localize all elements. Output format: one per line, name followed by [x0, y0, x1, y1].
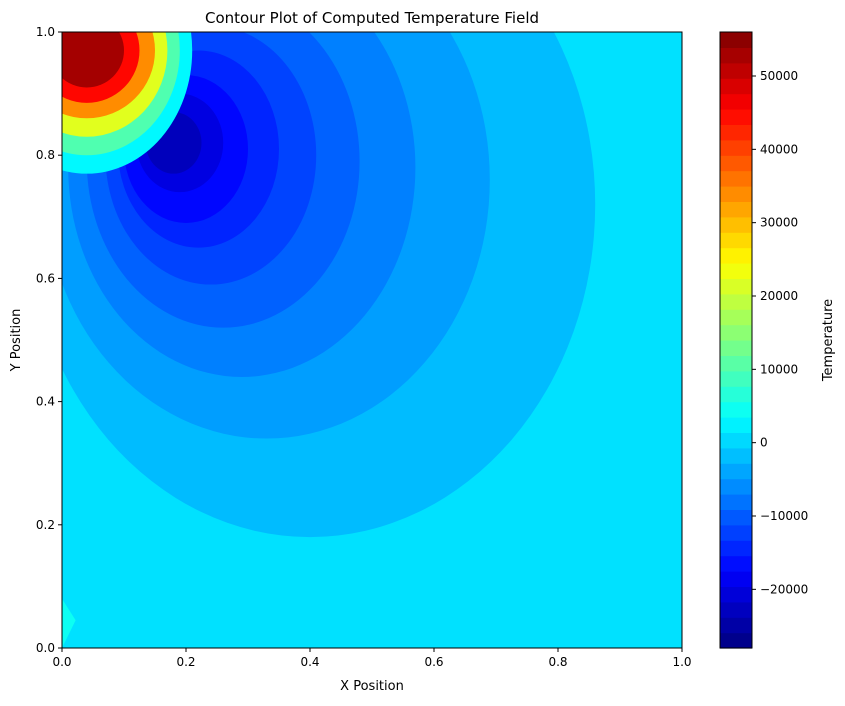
colorbar-tick-label: 10000	[760, 362, 798, 376]
x-tick-label: 0.6	[424, 655, 443, 669]
colorbar-label: Temperature	[821, 299, 836, 382]
colorbar-band	[720, 524, 752, 541]
colorbar-band	[720, 617, 752, 634]
colorbar-band	[720, 370, 752, 387]
x-tick-label: 0.2	[176, 655, 195, 669]
y-tick-label: 0.0	[36, 641, 55, 655]
colorbar-band	[720, 340, 752, 356]
colorbar-band	[720, 278, 752, 295]
plot-frame	[61, 31, 683, 649]
y-tick-label: 0.2	[36, 518, 55, 532]
colorbar-band	[720, 494, 752, 510]
hot-contour-5	[62, 32, 124, 88]
colorbar-band	[720, 93, 752, 110]
colorbar-band	[720, 155, 752, 172]
colorbar-band	[720, 216, 752, 233]
x-tick-label: 0.0	[52, 655, 71, 669]
colorbar-tick-label: 30000	[760, 216, 798, 230]
colorbar-frame	[719, 31, 753, 649]
colorbar-tick-label: 50000	[760, 69, 798, 83]
colorbar-band	[720, 386, 752, 403]
colorbar-band	[720, 186, 752, 202]
colorbar-band	[720, 201, 752, 218]
colorbar-band	[720, 540, 752, 557]
edge-contour	[62, 598, 76, 648]
colorbar-band	[720, 401, 752, 418]
colorbar-band	[720, 447, 752, 464]
colorbar-band	[720, 601, 752, 618]
colorbar-band	[720, 571, 752, 587]
y-tick-label: 0.4	[36, 395, 55, 409]
colorbar-band	[720, 324, 752, 341]
x-tick-label: 0.4	[300, 655, 319, 669]
colorbar-tick-label: −20000	[760, 582, 808, 596]
colorbar-band	[720, 309, 752, 326]
colorbar-band	[720, 124, 752, 141]
colorbar-band	[720, 232, 752, 249]
colorbar-band	[720, 109, 752, 125]
y-axis-label: Y Position	[9, 309, 24, 373]
colorbar-band	[720, 555, 752, 572]
y-tick-label: 0.6	[36, 271, 55, 285]
colorbar-tick-label: 40000	[760, 142, 798, 156]
colorbar-band	[720, 47, 752, 64]
colorbar-tick-label: −10000	[760, 509, 808, 523]
colorbar-band	[720, 417, 752, 433]
colorbar-band	[720, 432, 752, 449]
colorbar-band	[720, 355, 752, 372]
colorbar-band	[720, 463, 752, 480]
colorbar-band	[720, 78, 752, 95]
y-axis: 0.0 0.2 0.4 0.6 0.8 1.0	[36, 25, 62, 655]
colorbar-band	[720, 586, 752, 603]
colorbar-band	[720, 139, 752, 156]
x-tick-label: 1.0	[672, 655, 691, 669]
colorbar-tick-label: 0	[760, 436, 768, 450]
plot-area	[62, 32, 682, 648]
colorbar-band	[720, 293, 752, 310]
colorbar-band	[720, 263, 752, 279]
colorbar-band	[720, 247, 752, 264]
colorbar-tick-label: 20000	[760, 289, 798, 303]
x-tick-label: 0.8	[548, 655, 567, 669]
colorbar: −20000 −10000 0 10000 20000 30000 40000 50000	[719, 31, 808, 649]
y-tick-label: 0.8	[36, 148, 55, 162]
colorbar-band	[720, 632, 752, 649]
y-tick-label: 1.0	[36, 25, 55, 39]
x-axis: 0.0 0.2 0.4 0.6 0.8 1.0	[52, 648, 692, 669]
colorbar-band	[720, 32, 752, 48]
colorbar-band	[720, 62, 752, 79]
chart-title: Contour Plot of Computed Temperature Fie…	[205, 9, 539, 27]
x-axis-label: X Position	[340, 679, 404, 694]
colorbar-band	[720, 509, 752, 526]
colorbar-band	[720, 170, 752, 187]
colorbar-band	[720, 478, 752, 495]
